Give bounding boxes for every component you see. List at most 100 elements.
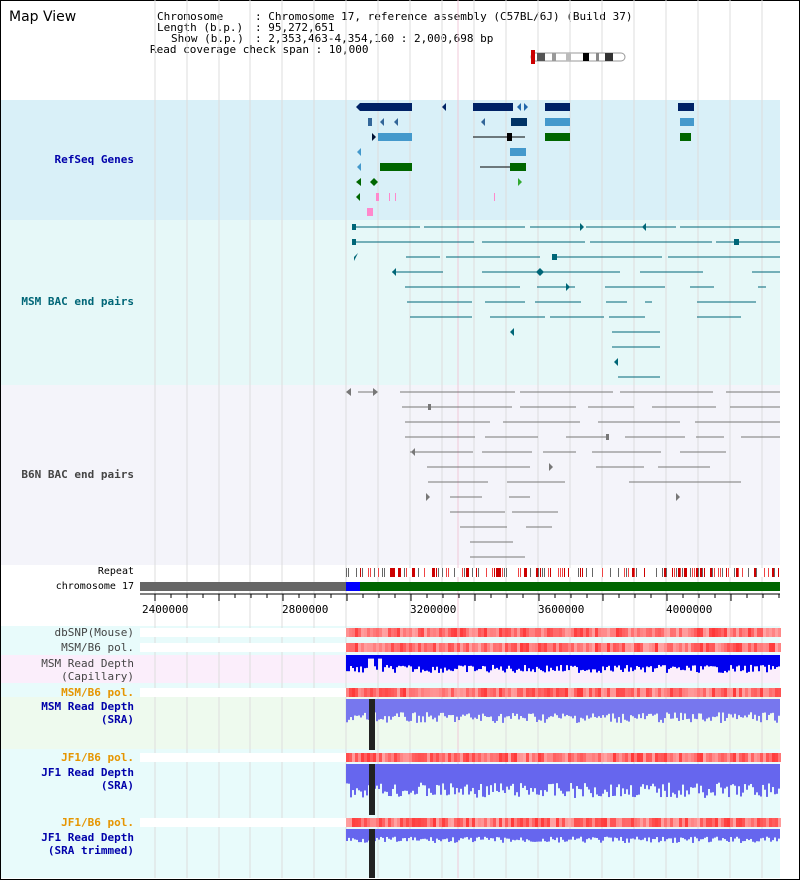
depth-bar [378, 655, 380, 659]
heat-cell [427, 628, 430, 637]
heat-cell [484, 818, 487, 827]
track-label-refseq[interactable]: RefSeq Genes [54, 153, 134, 166]
track-label-jf1-pol2[interactable]: JF1/B6 pol. [61, 816, 134, 829]
depth-bar [352, 699, 354, 721]
depth-bar [542, 655, 544, 672]
depth-bar [454, 699, 456, 722]
depth-bar [698, 764, 700, 794]
track-label-jf1-trim-1[interactable]: JF1 Read Depth [41, 831, 134, 844]
track-label-msm-bac[interactable]: MSM BAC end pairs [21, 295, 134, 308]
heat-cell [574, 628, 577, 637]
depth-bar [656, 829, 658, 838]
heat-cell [370, 818, 373, 827]
depth-bar [742, 764, 744, 793]
repeat-mark [548, 568, 549, 577]
track-label-repeat[interactable]: Repeat [97, 566, 134, 577]
depth-bar [726, 764, 728, 787]
depth-bar [568, 829, 570, 840]
depth-bar [608, 829, 610, 838]
depth-bar [696, 655, 698, 673]
repeat-mark [568, 568, 569, 577]
depth-bar [358, 699, 360, 716]
heat-cell [613, 688, 616, 697]
depth-bar [752, 655, 754, 672]
depth-bar [720, 764, 722, 788]
depth-bar [664, 699, 666, 719]
heat-cell [601, 688, 604, 697]
heat-cell [748, 688, 751, 697]
depth-bar [362, 764, 364, 798]
heat-cell [472, 818, 475, 827]
depth-bar [738, 699, 740, 716]
depth-bar [536, 764, 538, 795]
track-label-jf1-depth-1[interactable]: JF1 Read Depth [41, 766, 134, 779]
depth-bar [698, 655, 700, 673]
track-label-msm-depth-sra-1[interactable]: MSM Read Depth [41, 700, 134, 713]
track-label-msm-depth-cap-1[interactable]: MSM Read Depth [41, 657, 134, 670]
depth-bar [640, 655, 642, 670]
depth-bar [642, 829, 644, 840]
heat-cell [736, 643, 739, 652]
heat-cell [469, 643, 472, 652]
track-label-b6n-bac[interactable]: B6N BAC end pairs [21, 468, 134, 481]
heat-cell [550, 628, 553, 637]
depth-bar [548, 655, 550, 672]
depth-bar [520, 829, 522, 838]
depth-bar [570, 764, 572, 784]
depth-bar [580, 764, 582, 790]
heat-cell [499, 753, 502, 762]
repeat-mark [778, 568, 779, 577]
depth-bar [364, 764, 366, 791]
depth-bar [656, 764, 658, 793]
repeat-mark [542, 568, 543, 577]
heat-cell [568, 818, 571, 827]
depth-bar [540, 829, 542, 842]
heat-cell [697, 628, 700, 637]
track-label-msm-pol1[interactable]: MSM/B6 pol. [61, 641, 134, 654]
depth-bar [392, 829, 394, 838]
depth-bar [530, 764, 532, 788]
heat-cell [775, 753, 778, 762]
heat-cell [559, 628, 562, 637]
depth-bar [484, 655, 486, 667]
heat-cell [469, 628, 472, 637]
heat-cell [646, 643, 649, 652]
heat-cell [577, 643, 580, 652]
depth-bar [538, 764, 540, 795]
depth-bar [524, 699, 526, 719]
repeat-mark [700, 568, 703, 577]
depth-bar [414, 655, 416, 670]
track-label-jf1-pol1[interactable]: JF1/B6 pol. [61, 751, 134, 764]
heat-cell [727, 818, 730, 827]
depth-bar [716, 829, 718, 837]
heat-cell [508, 753, 511, 762]
depth-bar [408, 829, 410, 839]
depth-bar [492, 699, 494, 722]
depth-bar [438, 699, 440, 716]
repeat-mark [698, 568, 699, 577]
depth-bar [560, 699, 562, 719]
repeat-mark [486, 568, 487, 577]
heat-cell [490, 628, 493, 637]
heat-cell [676, 818, 679, 827]
track-label-dbsnp[interactable]: dbSNP(Mouse) [54, 626, 134, 639]
heat-cell [373, 643, 376, 652]
heat-cell [541, 688, 544, 697]
heat-cell [721, 753, 724, 762]
depth-bar [572, 829, 574, 837]
heat-cell [697, 753, 700, 762]
heat-cell [439, 643, 442, 652]
track-label-msm-pol2[interactable]: MSM/B6 pol. [61, 686, 134, 699]
depth-bar [572, 764, 574, 789]
depth-bar [572, 655, 574, 667]
depth-bar [680, 699, 682, 713]
heat-cell [451, 753, 454, 762]
heat-cell [721, 628, 724, 637]
depth-bar [750, 829, 752, 839]
depth-bar [472, 655, 474, 667]
heat-cell [577, 818, 580, 827]
depth-bar [724, 829, 726, 840]
repeat-mark [644, 568, 645, 577]
heat-cell [607, 643, 610, 652]
